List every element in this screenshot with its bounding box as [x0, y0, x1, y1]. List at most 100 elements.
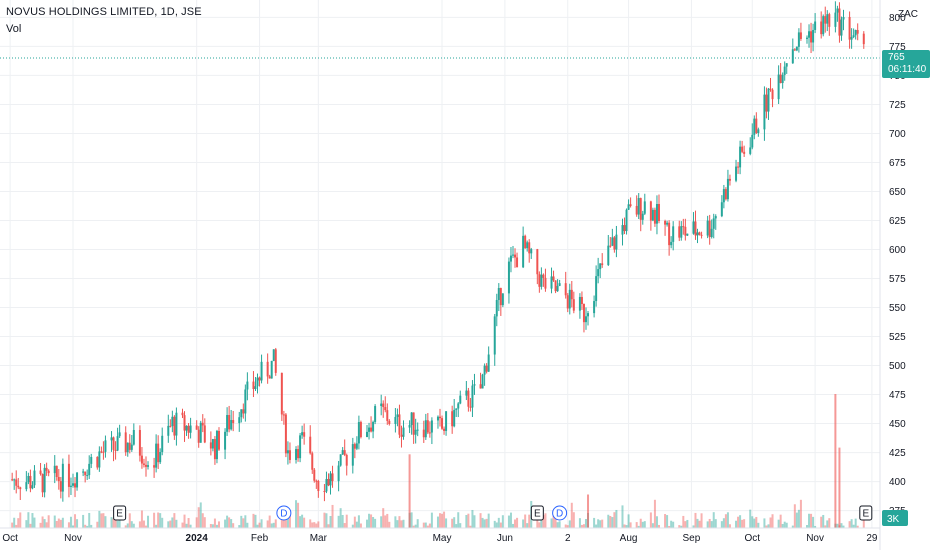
volume-bar — [268, 515, 271, 528]
x-tick-label: Feb — [251, 533, 269, 544]
candle-body — [558, 283, 561, 286]
candle-body — [657, 204, 660, 221]
currency-label[interactable]: ZAC — [898, 9, 918, 20]
candle-body — [445, 411, 448, 431]
candle-body — [394, 416, 397, 424]
volume-bar — [609, 515, 612, 528]
candle-body — [337, 465, 340, 482]
candle-body — [11, 479, 14, 481]
candle-body — [834, 12, 837, 27]
volume-bar — [538, 522, 541, 528]
volume-bar — [370, 514, 373, 528]
volume-bar — [558, 521, 561, 528]
volume-bar — [568, 520, 571, 528]
volume-bar — [325, 513, 328, 528]
candle-body — [459, 395, 462, 404]
volume-bar — [110, 517, 113, 528]
volume-axis-label: 3K — [882, 510, 908, 526]
candle-body — [516, 257, 519, 268]
x-tick-label: Oct — [744, 533, 760, 544]
volume-bar — [664, 514, 667, 528]
candle-body — [301, 432, 304, 436]
candle-body — [388, 420, 391, 424]
volume-bar — [61, 517, 64, 528]
candle-body — [609, 245, 612, 247]
volume-bar — [824, 525, 827, 528]
volume-bar — [422, 522, 425, 528]
candle-body — [708, 220, 711, 238]
volume-bar — [580, 524, 583, 528]
volume-bar — [41, 516, 44, 528]
candle-body — [341, 450, 344, 455]
candle-body — [199, 422, 202, 443]
volume-bar — [114, 518, 117, 528]
candle-body — [765, 94, 768, 112]
candle-body — [678, 226, 681, 238]
candle-body — [412, 412, 415, 435]
last-price-label: 765 06:11:40 — [882, 50, 930, 79]
volume-bar — [797, 509, 800, 528]
candle-body — [284, 414, 287, 454]
candle-body — [751, 134, 754, 148]
x-tick-label: 2024 — [186, 533, 209, 544]
candle-body — [345, 454, 348, 466]
volume-bar — [755, 516, 758, 528]
candle-body — [627, 204, 630, 210]
volume-bar — [710, 521, 713, 528]
candle-body — [357, 422, 360, 444]
volume-bar — [757, 522, 760, 528]
candle-body — [408, 425, 411, 428]
volume-bar — [862, 520, 865, 528]
candle-body — [398, 414, 401, 435]
candle-body — [228, 414, 231, 430]
volume-bar — [57, 518, 60, 528]
candle-body — [812, 29, 815, 43]
grid-lines — [0, 0, 880, 528]
volume-bar — [613, 512, 616, 528]
volume-bar — [712, 512, 715, 528]
candle-body — [128, 442, 131, 450]
candle-body — [607, 245, 610, 266]
candle-body — [487, 354, 490, 372]
volume-bar — [426, 525, 429, 528]
volume-bar — [485, 518, 488, 528]
volume-bar — [749, 509, 752, 528]
candle-body — [465, 390, 468, 396]
candle-body — [597, 269, 600, 277]
volume-bar — [566, 525, 569, 528]
volume-bar — [323, 512, 326, 528]
candle-body — [814, 21, 817, 30]
volume-bar — [53, 515, 56, 528]
volume-bar — [140, 510, 143, 528]
volume-bar — [331, 504, 334, 528]
volume-bar — [286, 513, 289, 528]
volume-bar — [635, 522, 638, 528]
volume-bar — [728, 524, 731, 528]
time-axis[interactable]: Oct Nov 2024 Feb Mar May Jun 2 Aug Sep Oct Nov 29 — [0, 527, 880, 544]
volume-bar — [19, 512, 22, 528]
volume-spike — [408, 454, 411, 528]
candle-body — [86, 475, 89, 477]
volume-bar — [854, 518, 857, 528]
candle-body — [700, 234, 703, 236]
candle-body — [852, 35, 855, 38]
volume-bar — [465, 514, 468, 528]
candle-body — [455, 408, 458, 410]
candle-body — [473, 384, 476, 386]
volume-bar — [59, 519, 62, 528]
event-letter: E — [534, 509, 541, 520]
volume-bar — [242, 518, 245, 528]
candle-body — [114, 449, 117, 451]
volume-bar — [593, 517, 596, 528]
candle-body — [566, 295, 569, 309]
candle-body — [374, 406, 377, 422]
volume-legend: Vol — [6, 23, 22, 35]
candle-body — [288, 450, 291, 460]
volume-bar — [700, 513, 703, 528]
candle-body — [396, 414, 399, 417]
volume-bar — [524, 514, 527, 528]
volume-bar — [793, 504, 796, 528]
price-axis[interactable]: 3754004254504755005255505756006256506757… — [879, 0, 906, 550]
candle-body — [380, 403, 383, 407]
